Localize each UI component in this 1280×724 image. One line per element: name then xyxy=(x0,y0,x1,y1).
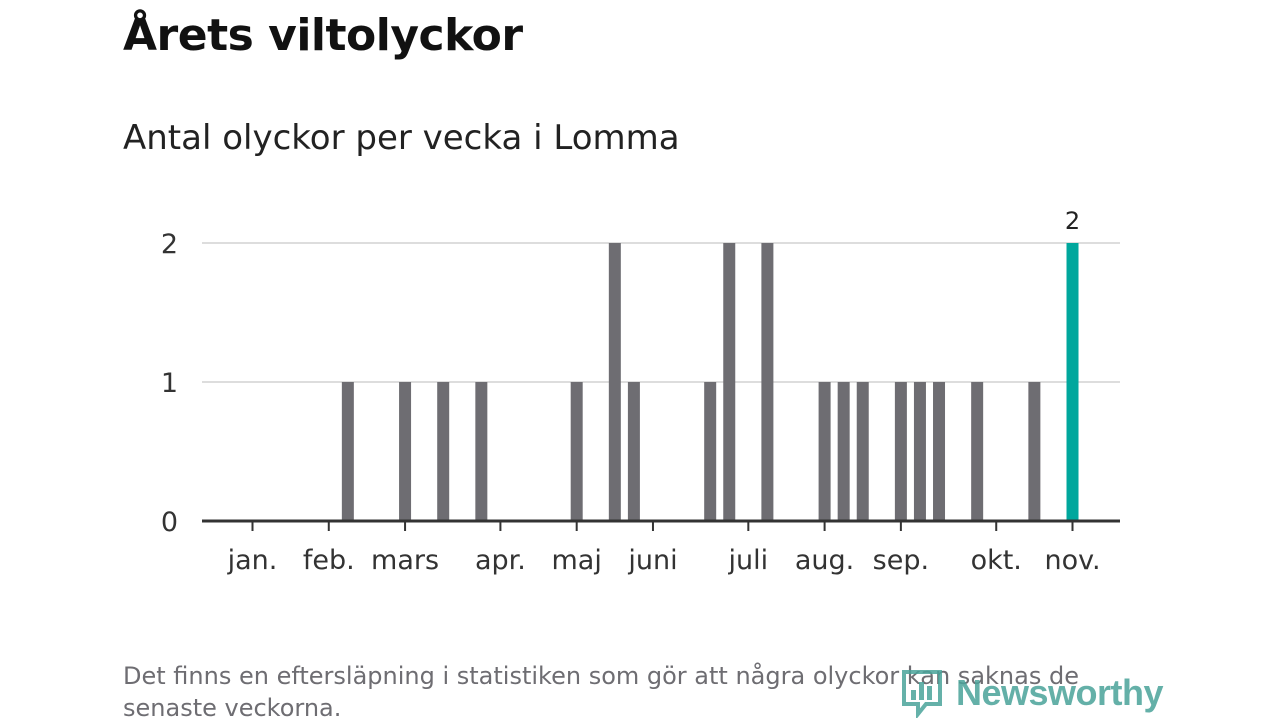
x-tick-label: sep. xyxy=(873,545,929,576)
y-tick-label: 1 xyxy=(161,368,178,399)
x-tick-label: juli xyxy=(728,545,769,576)
y-tick-label: 2 xyxy=(161,229,178,260)
x-tick-label: aug. xyxy=(795,545,854,576)
bar xyxy=(971,382,984,521)
x-tick-label: mars xyxy=(371,545,439,576)
x-tick-label: jan. xyxy=(227,545,278,576)
bar xyxy=(570,382,583,521)
bar xyxy=(837,382,850,521)
bar xyxy=(894,382,907,521)
x-tick-label: okt. xyxy=(971,545,1022,576)
bar xyxy=(437,382,450,521)
chart-subtitle: Antal olyckor per vecka i Lomma xyxy=(123,118,680,158)
bar-chart: 0 1 2 2 jan. feb. mars apr. maj juni juli aug. sep. o… xyxy=(161,207,1120,576)
x-tick-label: apr. xyxy=(475,545,526,576)
bar xyxy=(818,382,831,521)
bar xyxy=(627,382,640,521)
bar xyxy=(341,382,354,521)
bar xyxy=(933,382,946,521)
bar xyxy=(608,243,621,521)
bar xyxy=(913,382,926,521)
x-tick-label: juni xyxy=(627,545,677,576)
bar xyxy=(761,243,774,521)
bar xyxy=(399,382,412,521)
bar xyxy=(704,382,717,521)
bar xyxy=(1028,382,1041,521)
x-tick-label: feb. xyxy=(303,545,355,576)
bar xyxy=(856,382,869,521)
chart-title: Årets viltolyckor xyxy=(123,10,523,61)
bar-chart-speech-bubble-icon xyxy=(902,670,942,718)
x-tick-label: maj xyxy=(552,545,602,576)
highlight-value-label: 2 xyxy=(1065,207,1080,235)
newsworthy-logo: Newsworthy xyxy=(900,666,1164,720)
logo-text: Newsworthy xyxy=(956,672,1164,713)
bar xyxy=(723,243,736,521)
x-tick-label: nov. xyxy=(1044,545,1100,576)
bar xyxy=(475,382,488,521)
highlight-bar xyxy=(1066,243,1079,521)
y-tick-label: 0 xyxy=(161,507,178,538)
